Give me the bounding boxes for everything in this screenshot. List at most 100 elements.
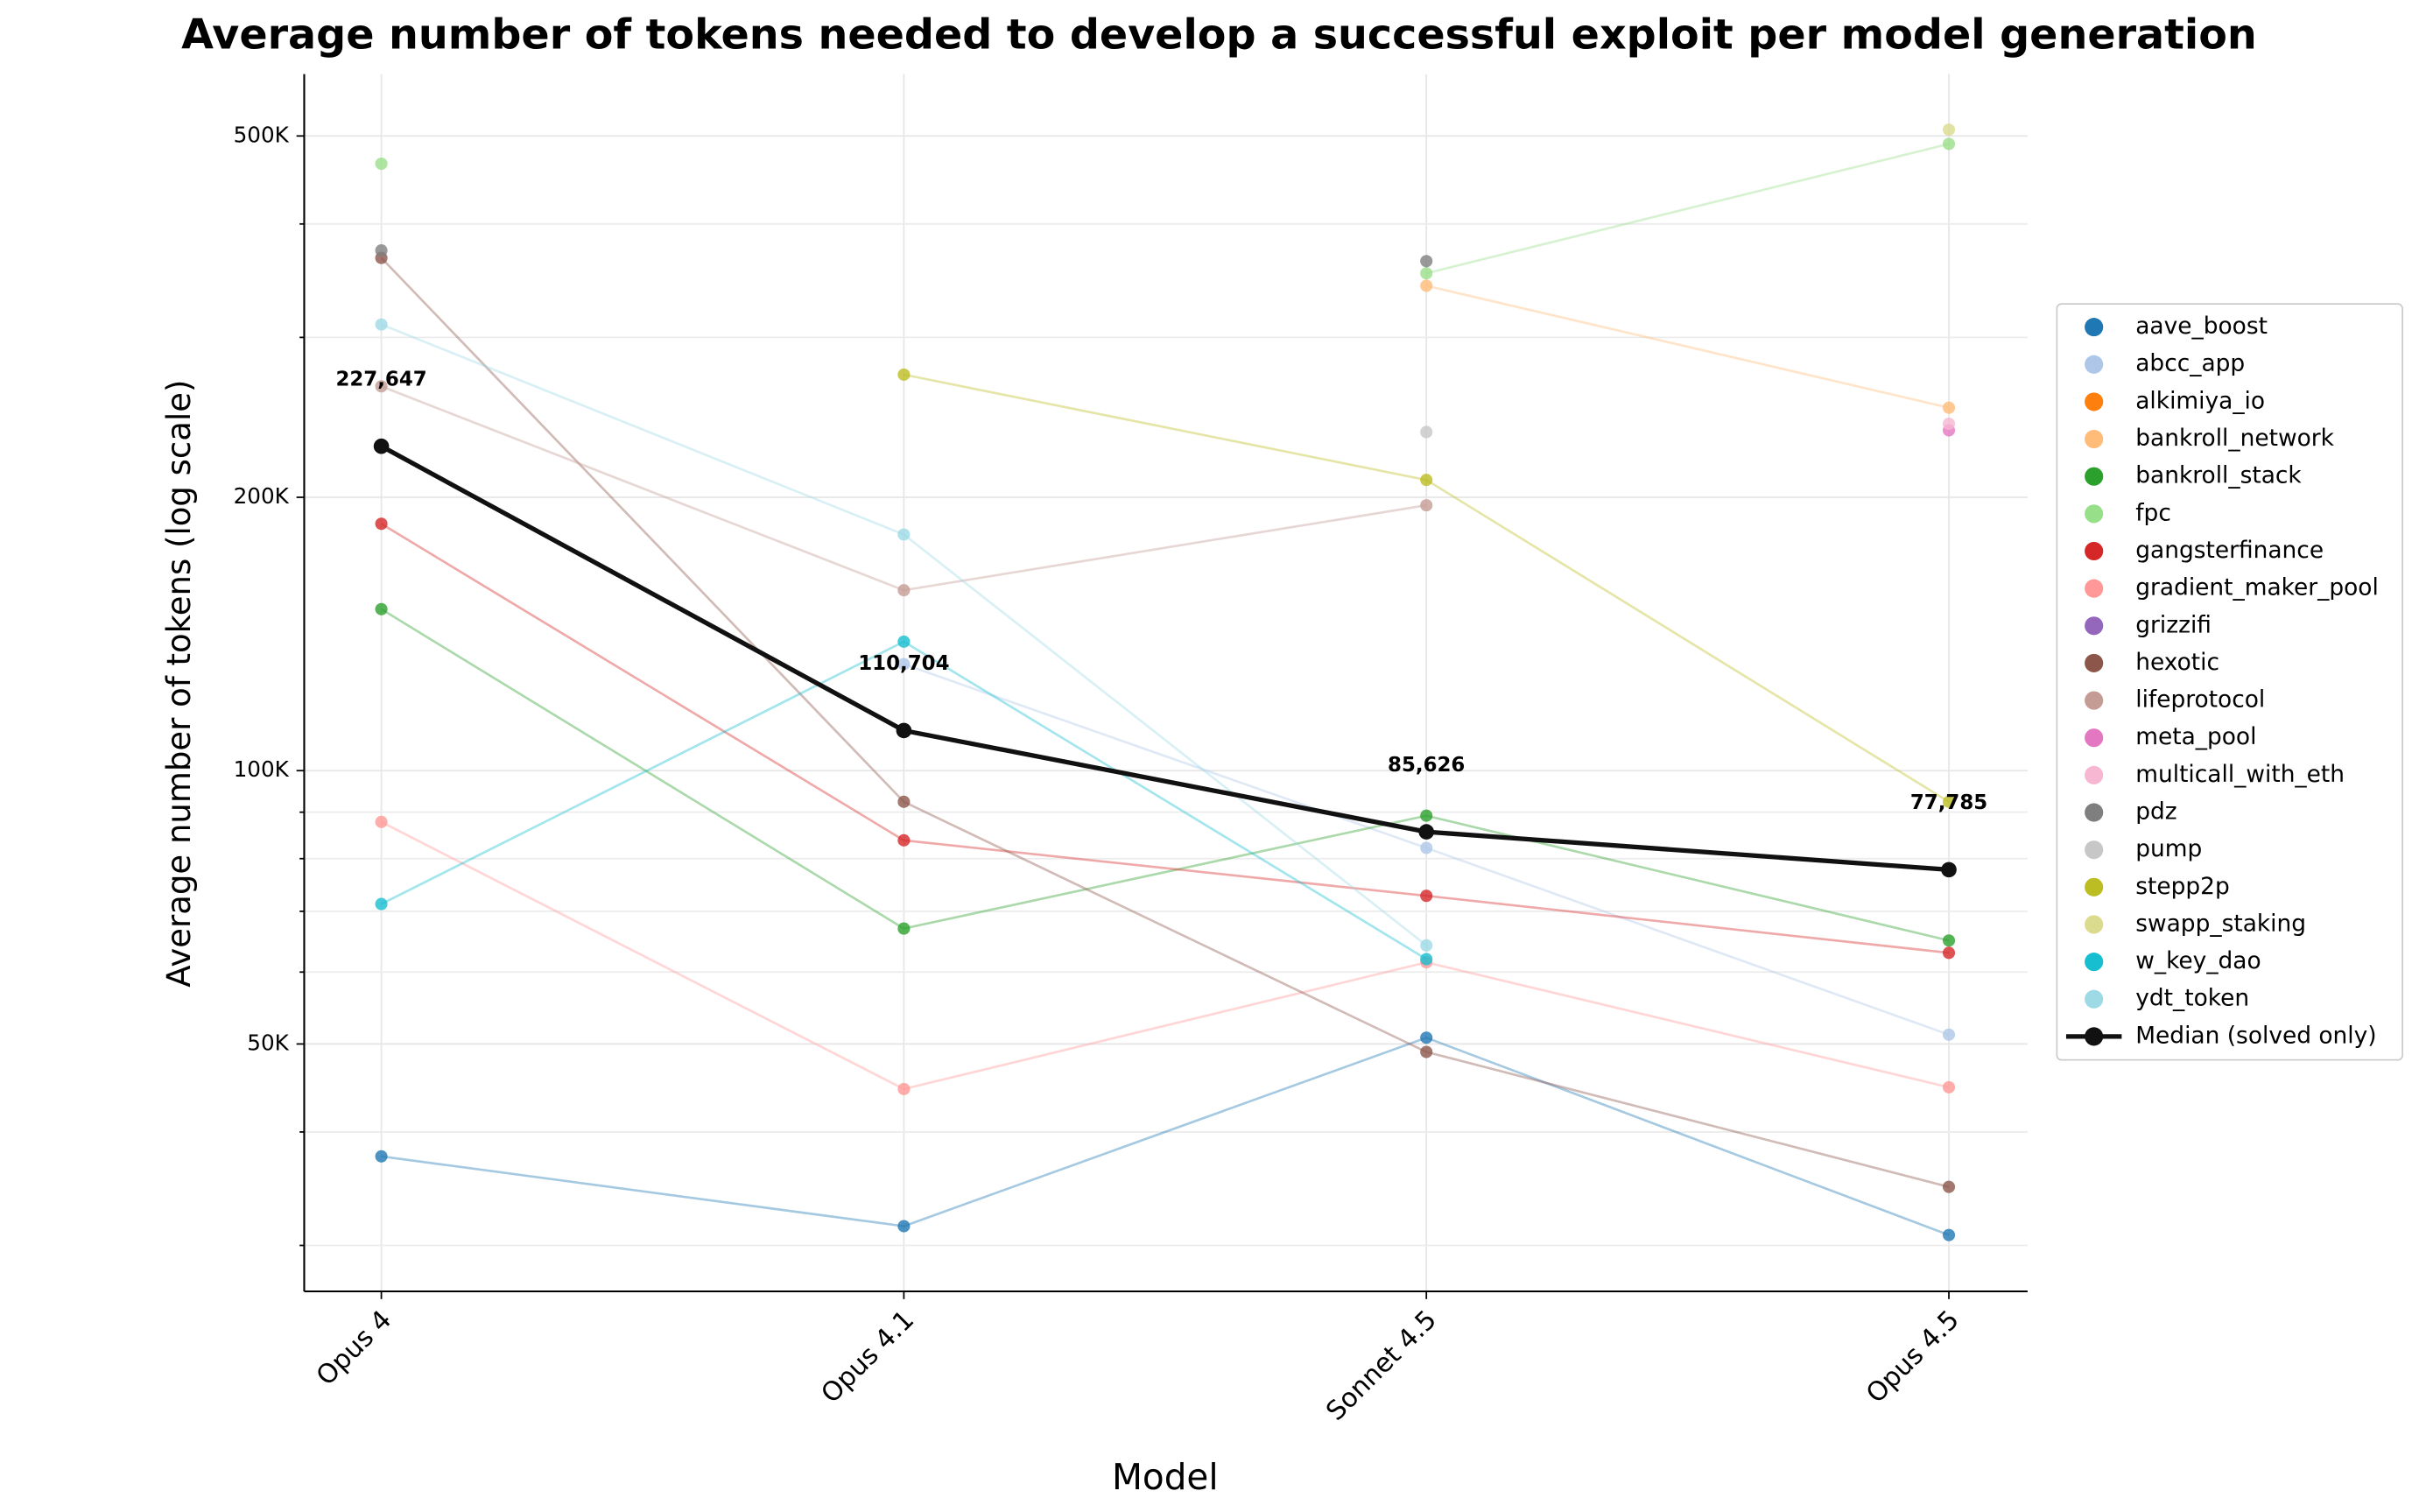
data-point bbox=[897, 1220, 911, 1233]
data-point bbox=[375, 380, 388, 393]
y-axis-label: Average number of tokens (log scale) bbox=[160, 380, 198, 988]
legend-label: alkimiya_io bbox=[2135, 387, 2265, 414]
legend-label: pdz bbox=[2135, 798, 2176, 825]
legend-label: aave_boost bbox=[2135, 313, 2268, 340]
data-point bbox=[897, 368, 911, 381]
legend-label: pump bbox=[2135, 835, 2202, 862]
legend-label: Median (solved only) bbox=[2135, 1022, 2376, 1049]
legend-label: bankroll_stack bbox=[2135, 462, 2302, 489]
data-point bbox=[1942, 137, 1956, 151]
legend-marker bbox=[2085, 765, 2104, 784]
data-point bbox=[1942, 1028, 1956, 1041]
x-tick-label: Opus 4 bbox=[311, 1305, 397, 1391]
data-point bbox=[897, 833, 911, 847]
data-point bbox=[1420, 255, 1433, 268]
median-point bbox=[896, 722, 912, 739]
legend-marker bbox=[2085, 653, 2104, 672]
data-point bbox=[1942, 795, 1956, 808]
legend-label: gangsterfinance bbox=[2135, 537, 2324, 564]
data-point bbox=[1420, 474, 1433, 487]
legend-label: swapp_staking bbox=[2135, 910, 2306, 937]
legend-marker bbox=[2085, 504, 2104, 524]
data-point bbox=[1420, 279, 1433, 292]
data-point bbox=[1420, 953, 1433, 966]
series-line bbox=[380, 257, 1950, 1188]
data-point bbox=[1942, 123, 1956, 137]
data-point bbox=[897, 584, 911, 597]
y-tick-label: 50K bbox=[247, 1030, 289, 1055]
series-line bbox=[380, 523, 1950, 954]
median-label: 85,626 bbox=[1388, 754, 1465, 777]
series-line bbox=[1425, 143, 1950, 275]
data-point bbox=[1420, 939, 1433, 952]
legend-marker bbox=[2085, 989, 2104, 1009]
median-line bbox=[380, 444, 1950, 873]
data-point bbox=[897, 658, 911, 671]
data-point bbox=[375, 517, 388, 531]
legend-label: gradient_maker_pool bbox=[2135, 574, 2379, 601]
legend-label: lifeprotocol bbox=[2135, 686, 2265, 714]
legend-marker bbox=[2085, 691, 2104, 710]
series-line bbox=[1425, 285, 1950, 409]
legend-marker bbox=[2085, 541, 2104, 561]
legend-label: multicall_with_eth bbox=[2135, 761, 2345, 788]
legend-marker bbox=[2085, 318, 2104, 337]
data-point bbox=[1420, 809, 1433, 822]
legend-marker bbox=[2085, 467, 2104, 486]
data-point bbox=[375, 815, 388, 828]
legend-marker bbox=[2085, 728, 2104, 748]
data-point bbox=[1942, 946, 1956, 960]
median-point bbox=[1941, 861, 1957, 878]
data-point bbox=[1942, 1080, 1956, 1094]
data-point bbox=[1420, 841, 1433, 854]
data-point bbox=[1942, 401, 1956, 414]
chart-title: Average number of tokens needed to devel… bbox=[181, 11, 2257, 59]
legend-label: hexotic bbox=[2135, 649, 2219, 676]
data-point bbox=[375, 157, 388, 171]
data-point bbox=[1420, 890, 1433, 903]
data-point bbox=[897, 922, 911, 935]
legend-marker bbox=[2085, 392, 2104, 411]
legend-marker bbox=[2085, 616, 2104, 636]
series-line bbox=[381, 1036, 1950, 1236]
legend-box bbox=[2056, 303, 2404, 1061]
legend-label: w_key_dao bbox=[2135, 947, 2261, 974]
legend-marker bbox=[2085, 429, 2104, 449]
legend-marker bbox=[2085, 953, 2104, 972]
data-point bbox=[375, 602, 388, 615]
data-point bbox=[1420, 1031, 1433, 1044]
x-axis-label: Model bbox=[1112, 1456, 1219, 1498]
data-point bbox=[1942, 1228, 1956, 1241]
data-point bbox=[375, 897, 388, 911]
legend-label: grizzifi bbox=[2135, 611, 2212, 638]
data-point bbox=[1420, 1045, 1433, 1058]
x-tick-label: Sonnet 4.5 bbox=[1320, 1305, 1443, 1427]
legend-label: meta_pool bbox=[2135, 723, 2256, 750]
series-line bbox=[380, 608, 1950, 942]
legend-marker bbox=[2085, 579, 2104, 598]
data-point bbox=[1420, 499, 1433, 512]
data-point bbox=[1942, 417, 1956, 431]
data-point bbox=[1942, 1180, 1956, 1193]
legend-label: stepp2p bbox=[2135, 873, 2230, 900]
x-tick-label: Opus 4.1 bbox=[815, 1305, 920, 1410]
median-point bbox=[1418, 824, 1435, 840]
legend-marker bbox=[2085, 355, 2104, 374]
y-tick-label: 200K bbox=[234, 483, 290, 509]
legend-marker bbox=[2085, 1027, 2104, 1046]
legend-marker bbox=[2085, 840, 2104, 860]
legend-label: fpc bbox=[2135, 499, 2171, 526]
legend-label: bankroll_network bbox=[2135, 425, 2334, 452]
y-tick-label: 500K bbox=[234, 122, 290, 147]
data-point bbox=[897, 795, 911, 808]
legend-label: abcc_app bbox=[2135, 350, 2245, 377]
data-point bbox=[1420, 425, 1433, 439]
data-point bbox=[375, 244, 388, 257]
data-point bbox=[1942, 934, 1956, 947]
legend-marker bbox=[2085, 915, 2104, 934]
median-label: 77,785 bbox=[1910, 791, 1987, 814]
data-point bbox=[1420, 267, 1433, 280]
data-point bbox=[897, 635, 911, 648]
data-point bbox=[897, 528, 911, 541]
